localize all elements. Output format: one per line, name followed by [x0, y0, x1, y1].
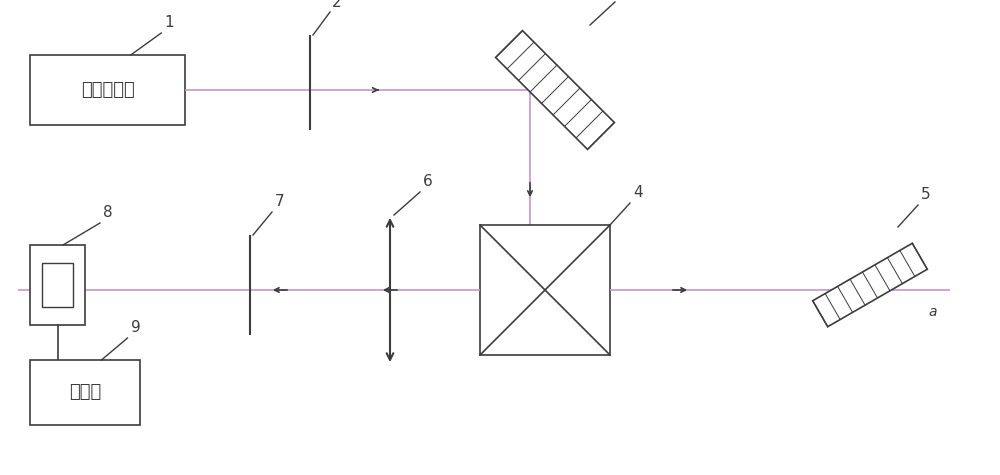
Bar — [30, 360, 140, 425]
Text: a: a — [928, 305, 936, 319]
Text: 6: 6 — [423, 174, 433, 189]
Text: 4: 4 — [633, 185, 643, 200]
Bar — [480, 225, 610, 355]
Polygon shape — [813, 243, 927, 327]
Text: 5: 5 — [921, 187, 931, 202]
Text: 2: 2 — [332, 0, 342, 10]
Polygon shape — [496, 30, 614, 150]
Text: 7: 7 — [275, 194, 285, 209]
Text: 1: 1 — [164, 15, 174, 30]
Bar — [42, 263, 73, 307]
Text: 8: 8 — [103, 205, 113, 220]
Bar — [30, 55, 185, 125]
Text: 计算机: 计算机 — [69, 383, 101, 401]
Text: 9: 9 — [130, 320, 140, 335]
Bar — [30, 245, 85, 325]
Text: 准直激光器: 准直激光器 — [81, 81, 134, 99]
